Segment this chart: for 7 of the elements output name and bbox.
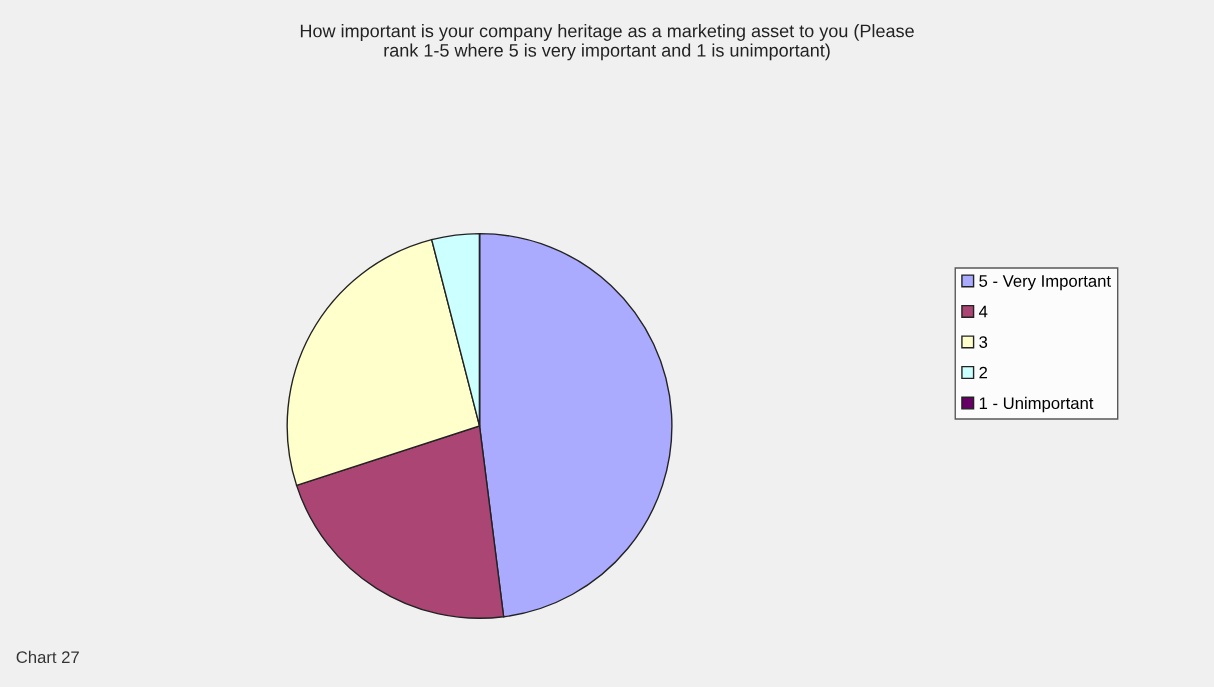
chart-title: How important is your company heritage as a marketing asset to you (Please rank 1-5 where 5 is very important and 1 is unimportant): [300, 24, 914, 61]
legend-label: 4: [978, 305, 988, 318]
legend-label: 5 - Very Important: [979, 275, 1111, 291]
legend-label: 2: [979, 366, 988, 379]
legend-label: 3: [979, 336, 988, 348]
legend-label: 1 - Unimportant: [979, 396, 1094, 413]
caption: Chart 27: [16, 650, 79, 664]
